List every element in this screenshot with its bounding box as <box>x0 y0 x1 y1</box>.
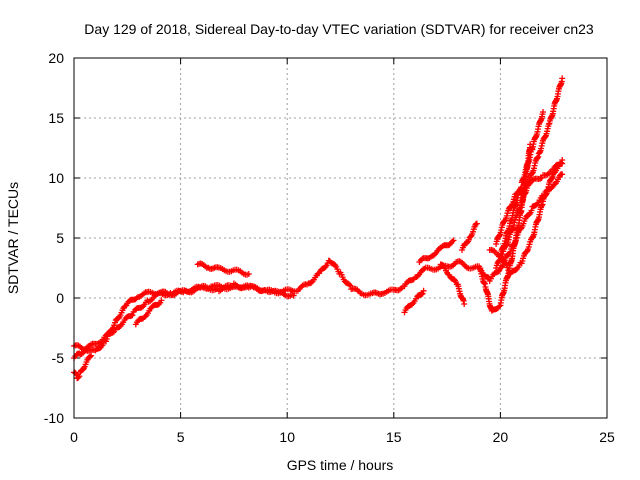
series-sat-h <box>459 220 480 253</box>
x-tick-label: 0 <box>70 429 78 445</box>
data-point-markers <box>71 171 566 354</box>
data-points <box>71 75 566 382</box>
series-sat-e <box>194 260 252 278</box>
series-sat-i <box>437 261 468 307</box>
series-sat-a <box>71 171 566 354</box>
x-tick-label: 25 <box>599 429 615 445</box>
series-sat-f <box>401 287 427 316</box>
x-tick-label: 10 <box>279 429 295 445</box>
series-sat-b <box>71 280 297 361</box>
y-tick-label: 15 <box>48 110 64 126</box>
plot-frame <box>73 57 608 419</box>
data-point-markers <box>194 260 252 278</box>
y-axis-label: SDTVAR / TECUs <box>5 182 21 294</box>
series-sat-g <box>416 237 457 265</box>
series-sat-d <box>132 297 165 328</box>
grid-lines <box>74 58 607 418</box>
y-tick-label: 0 <box>56 290 64 306</box>
x-tick-label: 20 <box>493 429 509 445</box>
chart-title: Day 129 of 2018, Sidereal Day-to-day VTE… <box>84 21 594 37</box>
data-point-markers <box>401 287 427 316</box>
x-axis-ticks: 0 5 10 15 20 25 <box>70 58 615 445</box>
y-tick-label: -5 <box>52 350 65 366</box>
y-tick-label: 20 <box>48 50 64 66</box>
x-tick-label: 15 <box>386 429 402 445</box>
series-sat-k <box>486 160 566 278</box>
data-point-markers <box>132 297 165 328</box>
data-point-markers <box>497 109 546 259</box>
y-tick-label: 10 <box>48 170 64 186</box>
data-point-markers <box>71 280 297 361</box>
series-sat-n <box>497 109 546 259</box>
x-axis-label: GPS time / hours <box>287 457 394 473</box>
data-point-markers <box>437 261 468 307</box>
y-tick-label: 5 <box>56 230 64 246</box>
x-tick-label: 5 <box>177 429 185 445</box>
data-point-markers <box>416 237 457 265</box>
y-tick-label: -10 <box>44 410 64 426</box>
data-point-markers <box>459 220 480 253</box>
data-point-markers <box>486 160 566 278</box>
